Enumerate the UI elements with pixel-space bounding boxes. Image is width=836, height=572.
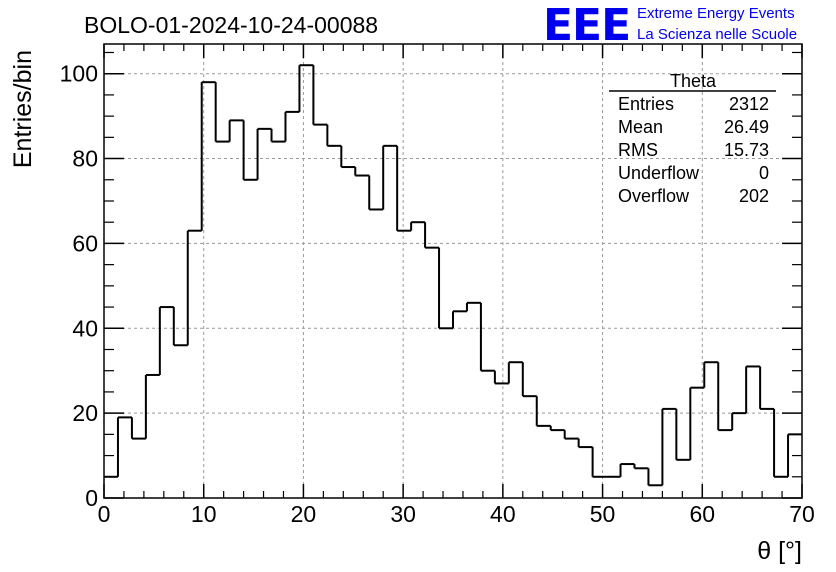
plot-frame [103,43,803,499]
axis-tick-labels: 0 10 20 30 40 50 60 70 0 20 40 60 80 100 [60,61,815,527]
stats-value-entries: 2312 [729,94,769,114]
y-tick-label: 20 [72,400,98,426]
stats-label-rms: RMS [618,140,658,160]
x-tick-label: 10 [191,501,217,527]
y-tick-label: 60 [72,230,98,256]
x-axis-label: θ [°] [757,537,802,565]
y-axis-label: Entries/bin [9,50,37,168]
stats-label-overflow: Overflow [618,186,690,206]
x-tick-label: 60 [689,501,715,527]
stats-box: Theta Entries 2312 Mean 26.49 RMS 15.73 … [609,71,776,206]
eee-logo: EEE Extreme Energy Events La Scienza nel… [543,0,797,51]
histogram-series [104,64,802,487]
stats-value-rms: 15.73 [724,140,769,160]
y-tick-label: 40 [72,315,98,341]
chart-title: BOLO-01-2024-10-24-00088 [84,12,378,38]
axis-ticks [103,44,803,499]
x-tick-label: 0 [98,501,111,527]
logo-line-2: La Scienza nelle Scuole [637,26,797,43]
stats-title: Theta [670,71,717,91]
stats-label-underflow: Underflow [618,163,700,183]
x-tick-label: 40 [490,501,516,527]
stats-label-mean: Mean [618,117,663,137]
stats-value-mean: 26.49 [724,117,769,137]
logo-line-1: Extreme Energy Events [637,5,795,22]
x-tick-label: 20 [291,501,317,527]
stats-label-entries: Entries [618,94,674,114]
logo-mark: EEE [543,0,630,51]
x-tick-label: 30 [390,501,416,527]
y-tick-label: 0 [85,485,98,511]
x-tick-label: 50 [590,501,616,527]
grid-lines [104,44,802,498]
stats-value-underflow: 0 [759,163,769,183]
stats-value-overflow: 202 [739,186,769,206]
x-tick-label: 70 [789,501,815,527]
y-tick-label: 100 [60,61,98,87]
y-tick-label: 80 [72,146,98,172]
